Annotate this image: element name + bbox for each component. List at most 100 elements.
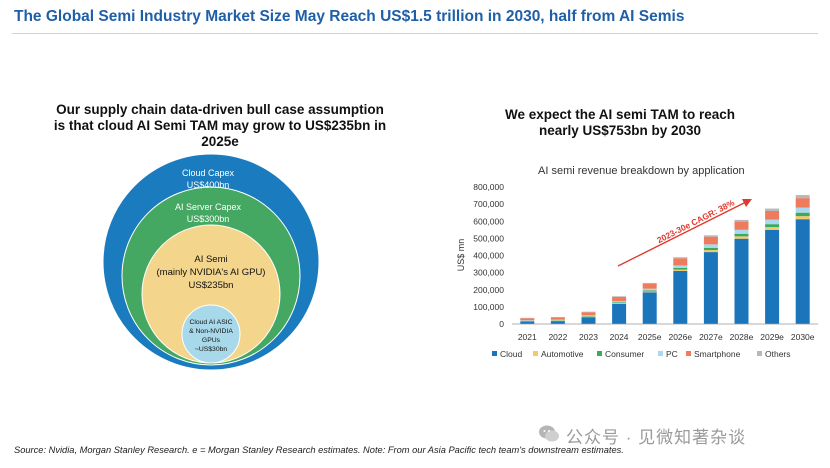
page-title: The Global Semi Industry Market Size May… [14,8,685,25]
bar-segment-automotive [642,291,657,293]
bar-segment-cloud [795,219,810,324]
bar-segment-smartphone [703,236,718,245]
bar-segment-cloud [703,252,718,324]
bar-segment-pc [642,288,657,291]
x-axis-ticks: 2021 2022 2023 2024 2025e 2026e 2027e 2028e 2029… [518,332,815,342]
bar-segment-consumer [795,212,810,217]
legend-swatch [492,351,497,356]
bar-segment-pc [765,219,780,225]
bar-segment-smartphone [673,258,688,266]
legend-swatch [757,351,762,356]
bar-segment-automotive [765,227,780,230]
y-tick-label: 0 [499,319,504,329]
source-note: Source: Nvidia, Morgan Stanley Research.… [14,445,624,455]
y-tick-label: 100,000 [473,302,504,312]
bar-segment-pc [520,320,535,321]
x-tick-label: 2022 [548,332,567,342]
bars [520,195,810,324]
bar-segment-consumer [765,224,780,228]
bar-segment-cloud [550,321,565,324]
y-axis-ticks: 0 100,000 200,000 300,000 400,000 500,000 600,… [473,182,504,329]
bar-segment-others [703,235,718,237]
chart-legend: Cloud Automotive Consumer PC Smartphone Other… [492,349,791,359]
bar-segment-pc [550,319,565,321]
cagr-annotation: 2023-30e CAGR: 38% [655,197,736,245]
bar-segment-pc [581,315,596,317]
bar-segment-others [765,208,780,211]
right-caption-line: nearly US$753bn by 2030 [538,123,702,138]
bar-segment-others [612,296,627,297]
bar-segment-pc [673,265,688,269]
bar-segment-smartphone [581,312,596,316]
bar-segment-smartphone [795,198,810,208]
right-caption: We expect the AI semi TAM to reach nearl… [470,107,770,139]
y-tick-label: 700,000 [473,199,504,209]
y-tick-label: 800,000 [473,182,504,192]
legend-label: PC [666,349,678,359]
legend-label: Cloud [500,349,522,359]
bar-segment-cloud [673,270,688,324]
x-tick-label: 2025e [638,332,662,342]
y-axis-label: US$ mn [456,239,466,272]
bar-segment-automotive [673,269,688,271]
legend-swatch [533,351,538,356]
legend-label: Automotive [541,349,584,359]
bar-segment-consumer [703,247,718,251]
cagr-arrow-line [617,201,747,267]
y-tick-label: 200,000 [473,285,504,295]
bar-segment-others [581,311,596,313]
bar-segment-consumer [673,268,688,270]
y-tick-label: 400,000 [473,251,504,261]
x-tick-label: 2029e [760,332,784,342]
cagr-arrow-head [742,199,752,207]
x-tick-label: 2021 [518,332,537,342]
bar-segment-consumer [734,233,749,237]
y-tick-label: 600,000 [473,216,504,226]
x-tick-label: 2030e [791,332,815,342]
bar-segment-consumer [581,316,596,317]
bar-segment-pc [795,207,810,213]
bar-segment-others [673,257,688,259]
bar-segment-smartphone [642,283,657,289]
wechat-icon [539,425,559,442]
legend-label: Consumer [605,349,644,359]
cagr-arrow [617,199,752,267]
bar-segment-smartphone [734,221,749,230]
bar-segment-automotive [612,303,627,304]
bar-segment-cloud [642,292,657,324]
bar-segment-cloud [581,317,596,324]
title-divider [12,33,818,34]
y-tick-label: 500,000 [473,233,504,243]
x-tick-label: 2024 [610,332,629,342]
bar-segment-consumer [642,290,657,292]
x-tick-label: 2023 [579,332,598,342]
bar-segment-consumer [612,302,627,304]
bar-segment-cloud [612,303,627,324]
left-caption: Our supply chain data-driven bull case a… [40,102,400,150]
watermark-text: 公众号 · 见微知著杂谈 [566,428,747,447]
bar-segment-cloud [734,238,749,324]
bar-segment-others [795,195,810,199]
left-caption-line: 2025e [201,134,239,149]
y-tick-label: 300,000 [473,268,504,278]
bar-segment-others [734,219,749,222]
legend-swatch [597,351,602,356]
bar-segment-pc [612,301,627,303]
bar-segment-smartphone [612,296,627,302]
bar-segment-smartphone [520,318,535,321]
legend-swatch [658,351,663,356]
bar-segment-cloud [520,321,535,324]
bar-segment-smartphone [550,317,565,320]
x-tick-label: 2026e [668,332,692,342]
bar-segment-smartphone [765,210,780,220]
left-caption-line: is that cloud AI Semi TAM may grow to US… [53,118,387,133]
legend-label: Others [765,349,791,359]
bar-segment-others [642,282,657,284]
x-tick-label: 2028e [730,332,754,342]
bar-segment-automotive [581,316,596,318]
right-caption-line: We expect the AI semi TAM to reach [504,107,736,122]
x-tick-label: 2027e [699,332,723,342]
bar-segment-cloud [765,229,780,324]
left-caption-line: Our supply chain data-driven bull case a… [56,102,384,117]
